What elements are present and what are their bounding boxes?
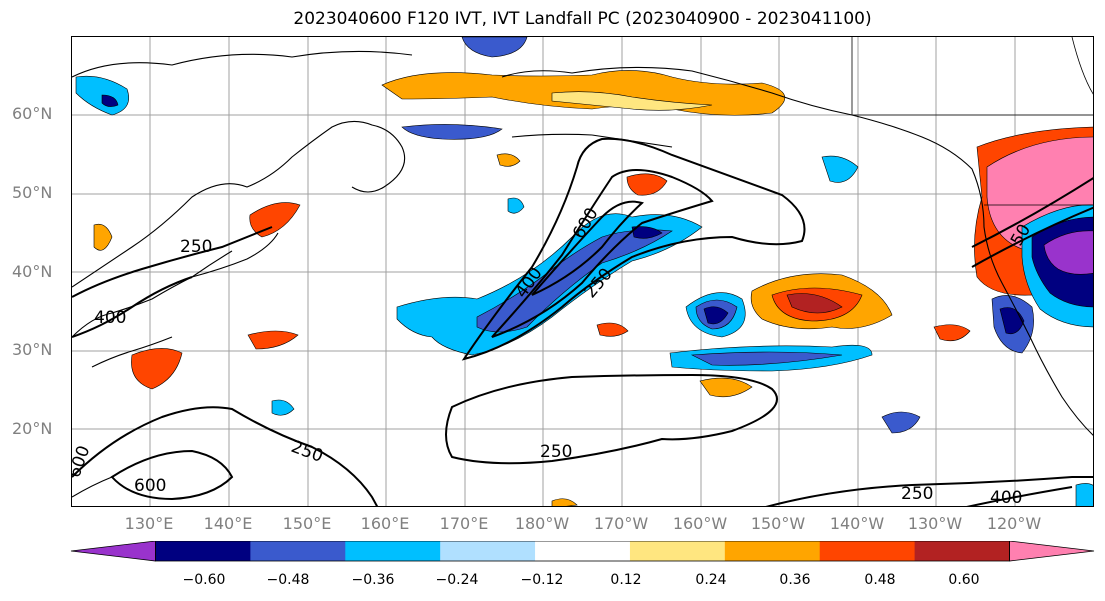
contour-label: 250 — [901, 484, 933, 504]
colorbar-cell — [345, 541, 441, 561]
colorbar-extension-high — [1009, 540, 1095, 562]
colorbar-tick: −0.36 — [351, 572, 395, 588]
contour-label: 600 — [134, 476, 166, 496]
political-borders — [851, 37, 1093, 206]
colorbar-tick: −0.48 — [266, 572, 310, 588]
lat-label-30n: 30°N — [12, 340, 53, 359]
colorbar-cell — [535, 541, 631, 561]
ivt-contours — [72, 137, 1093, 506]
colorbar-tick: −0.24 — [435, 572, 479, 588]
colorbar-tick: 0.24 — [695, 572, 727, 588]
lon-label-130w: 130°W — [907, 514, 963, 533]
lon-label-150e: 150°E — [282, 514, 332, 533]
colorbar-frame — [155, 540, 1010, 562]
colorbar-cell — [155, 541, 251, 561]
lon-label-170w: 170°W — [593, 514, 649, 533]
map-canvas: 250 400 600 250 400 600 250 250 400 250 … — [72, 37, 1093, 507]
lon-label-120w: 120°W — [986, 514, 1042, 533]
lon-label-180w: 180°W — [514, 514, 570, 533]
contour-label: 600 — [72, 443, 94, 480]
colorbar-tick: 0.12 — [610, 572, 642, 588]
lon-label-170e: 170°E — [439, 514, 489, 533]
colorbar-tick: −0.12 — [520, 572, 564, 588]
contour-label: 250 — [180, 237, 212, 257]
lat-label-50n: 50°N — [12, 183, 53, 202]
colorbar-tick: 0.36 — [779, 572, 811, 588]
colorbar-cell — [250, 541, 346, 561]
colorbar-svg — [70, 540, 1095, 562]
colorbar — [0, 540, 1105, 573]
colorbar-cell — [724, 541, 821, 561]
colorbar-tick: −0.60 — [182, 572, 226, 588]
contour-label: 250 — [288, 437, 325, 467]
map-title: 2023040600 F120 IVT, IVT Landfall PC (20… — [293, 9, 872, 29]
lon-label-130e: 130°E — [124, 514, 174, 533]
lon-label-160w: 160°W — [672, 514, 728, 533]
colorbar-tick: 0.60 — [948, 572, 980, 588]
lat-label-60n: 60°N — [12, 104, 53, 123]
lon-label-150w: 150°W — [750, 514, 806, 533]
contour-label: 400 — [990, 488, 1022, 507]
map-panel: 250 400 600 250 400 600 250 250 400 250 … — [71, 36, 1094, 507]
colorbar-cell — [629, 541, 726, 561]
colorbar-cell — [440, 541, 536, 561]
contour-label: 400 — [94, 308, 126, 328]
lon-label-160e: 160°E — [360, 514, 410, 533]
lon-label-140w: 140°W — [829, 514, 885, 533]
lat-label-20n: 20°N — [12, 419, 53, 438]
colorbar-extension-low — [70, 540, 156, 562]
colorbar-cell — [819, 541, 916, 561]
colorbar-cell — [914, 541, 1010, 561]
contour-label: 250 — [540, 442, 572, 462]
lat-label-40n: 40°N — [12, 262, 53, 281]
lon-label-140e: 140°E — [203, 514, 253, 533]
colorbar-tick: 0.48 — [864, 572, 896, 588]
pc-shading — [75, 37, 1093, 506]
